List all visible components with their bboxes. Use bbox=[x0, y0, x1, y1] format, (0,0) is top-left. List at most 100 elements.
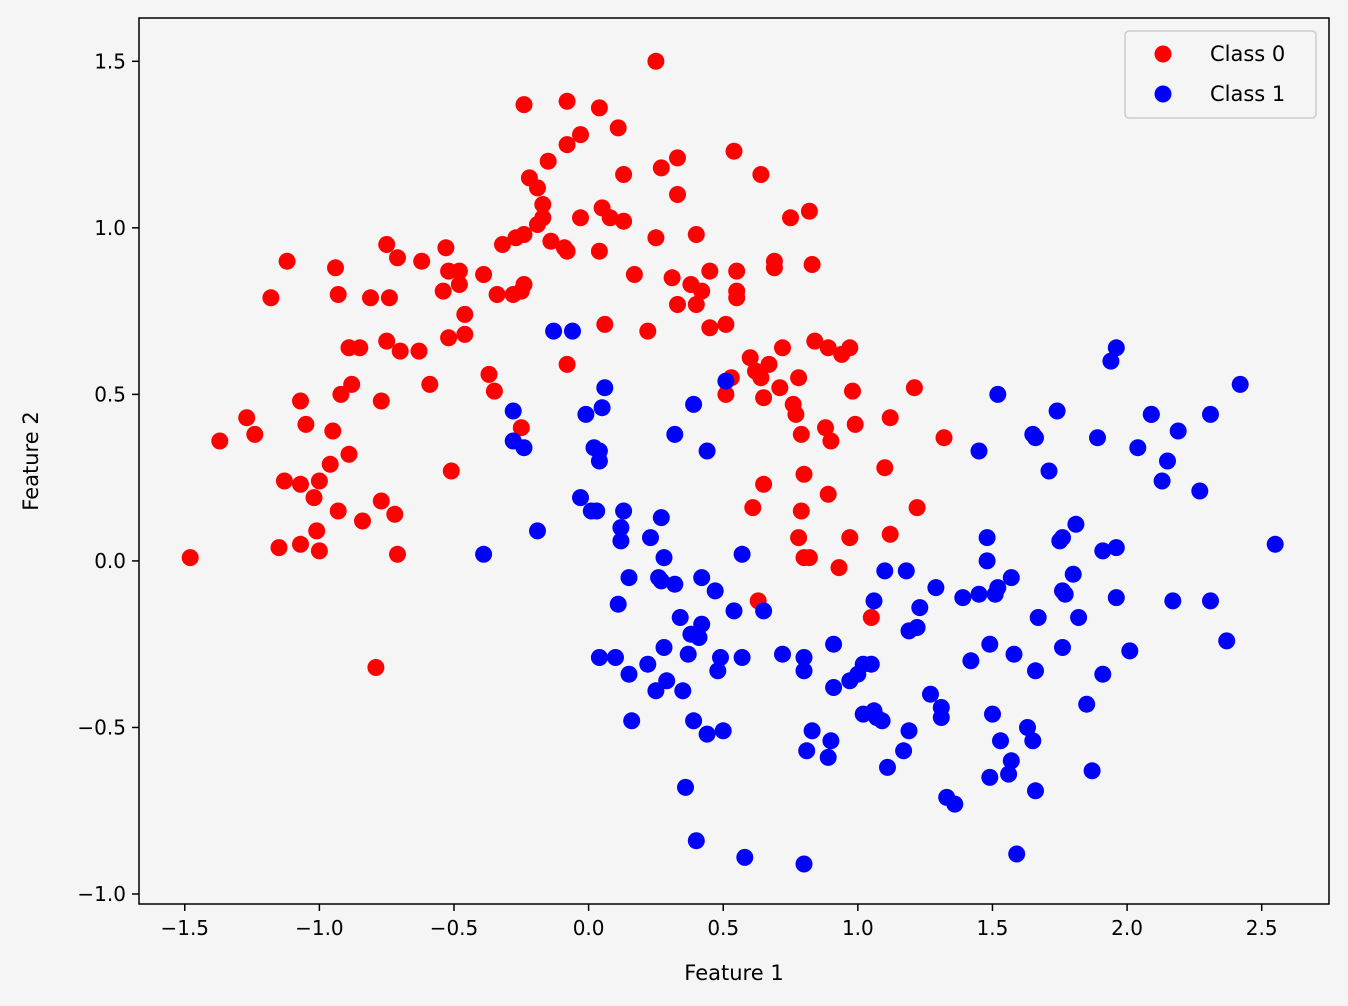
point-class-1-1 bbox=[504, 402, 522, 420]
point-class-0-2 bbox=[238, 409, 256, 427]
point-class-0-71 bbox=[558, 92, 576, 110]
point-class-1-22 bbox=[620, 569, 638, 587]
point-class-0-12 bbox=[305, 489, 323, 507]
point-class-1-34 bbox=[666, 425, 684, 443]
point-class-1-79 bbox=[879, 758, 896, 776]
point-class-1-7 bbox=[572, 489, 589, 507]
point-class-0-134 bbox=[819, 485, 837, 503]
point-class-0-136 bbox=[830, 559, 848, 577]
point-class-0-147 bbox=[908, 499, 926, 517]
point-class-0-40 bbox=[421, 375, 439, 393]
point-class-0-128 bbox=[800, 202, 818, 220]
point-class-0-51 bbox=[480, 365, 498, 383]
point-class-0-27 bbox=[362, 289, 379, 307]
point-class-1-65 bbox=[819, 748, 837, 766]
point-class-1-47 bbox=[698, 725, 716, 743]
point-class-1-18 bbox=[609, 595, 627, 613]
point-class-0-87 bbox=[647, 229, 665, 247]
point-class-0-133 bbox=[819, 339, 837, 357]
point-class-0-138 bbox=[841, 339, 859, 357]
point-class-1-36 bbox=[671, 609, 689, 626]
point-class-1-4 bbox=[529, 522, 546, 540]
point-class-1-85 bbox=[911, 599, 929, 617]
point-class-1-42 bbox=[685, 395, 703, 413]
point-class-0-130 bbox=[803, 256, 821, 273]
point-class-0-85 bbox=[639, 322, 657, 340]
point-class-0-50 bbox=[475, 266, 493, 283]
point-class-1-82 bbox=[900, 722, 918, 740]
point-class-1-25 bbox=[639, 655, 657, 673]
point-class-0-92 bbox=[669, 186, 686, 203]
point-class-0-98 bbox=[701, 262, 719, 280]
point-class-0-67 bbox=[539, 152, 557, 170]
point-class-0-80 bbox=[601, 209, 619, 227]
point-class-0-148 bbox=[935, 429, 953, 447]
point-class-1-38 bbox=[677, 778, 694, 796]
x-tick-label: −1.0 bbox=[295, 916, 344, 940]
point-class-1-20 bbox=[612, 532, 630, 550]
point-class-1-24 bbox=[623, 712, 641, 730]
point-class-1-115 bbox=[1027, 782, 1044, 800]
point-class-0-131 bbox=[806, 332, 824, 350]
legend-label-class-1: Class 1 bbox=[1210, 82, 1285, 106]
point-class-0-20 bbox=[329, 502, 347, 520]
point-class-0-110 bbox=[752, 166, 770, 183]
point-class-1-107 bbox=[1002, 569, 1020, 587]
point-class-1-8 bbox=[577, 405, 595, 423]
point-class-0-29 bbox=[372, 492, 390, 510]
point-class-0-81 bbox=[609, 119, 627, 137]
y-axis: −1.0 −0.5 0.0 0.5 1.0 1.5 bbox=[77, 49, 139, 906]
point-class-0-114 bbox=[760, 355, 778, 373]
x-tick-label: 0.0 bbox=[573, 916, 605, 940]
point-class-1-64 bbox=[803, 722, 821, 740]
point-class-1-63 bbox=[798, 742, 816, 760]
legend-marker-class-0 bbox=[1154, 45, 1172, 63]
point-class-0-31 bbox=[378, 236, 396, 253]
point-class-1-147 bbox=[1218, 632, 1236, 650]
point-class-0-43 bbox=[440, 329, 458, 347]
point-class-0-105 bbox=[728, 282, 746, 300]
point-class-1-141 bbox=[1159, 452, 1176, 470]
point-class-1-94 bbox=[970, 585, 988, 603]
point-class-0-117 bbox=[771, 379, 789, 397]
point-class-0-3 bbox=[246, 425, 264, 443]
point-class-0-99 bbox=[717, 385, 735, 403]
point-class-1-43 bbox=[687, 832, 705, 850]
point-class-1-102 bbox=[989, 579, 1007, 597]
point-class-1-31 bbox=[655, 549, 673, 567]
data-points bbox=[181, 52, 1284, 873]
point-class-1-109 bbox=[1008, 845, 1026, 863]
point-class-0-54 bbox=[494, 236, 511, 253]
point-class-0-25 bbox=[351, 339, 369, 357]
x-tick-label: −0.5 bbox=[430, 916, 479, 940]
y-tick-label: 1.5 bbox=[94, 49, 126, 73]
point-class-1-62 bbox=[795, 649, 813, 666]
point-class-0-102 bbox=[725, 142, 743, 160]
point-class-0-83 bbox=[615, 166, 633, 183]
point-class-0-26 bbox=[354, 512, 371, 530]
point-class-1-91 bbox=[946, 795, 964, 813]
point-class-0-19 bbox=[329, 286, 347, 303]
point-class-0-65 bbox=[534, 196, 552, 213]
point-class-0-8 bbox=[292, 392, 309, 410]
point-class-1-60 bbox=[795, 855, 813, 873]
x-axis: −1.5 −1.0 −0.5 0.0 0.5 1.0 1.5 2.0 2.5 bbox=[160, 904, 1278, 940]
point-class-1-29 bbox=[652, 509, 670, 527]
point-class-0-143 bbox=[876, 459, 894, 477]
point-class-0-61 bbox=[515, 96, 533, 114]
point-class-1-16 bbox=[596, 379, 614, 397]
point-class-0-42 bbox=[437, 239, 455, 257]
point-class-1-48 bbox=[698, 442, 716, 460]
point-class-1-89 bbox=[932, 709, 950, 726]
point-class-0-97 bbox=[701, 319, 719, 337]
point-class-1-123 bbox=[1056, 585, 1074, 603]
point-class-1-143 bbox=[1169, 422, 1187, 440]
point-class-1-145 bbox=[1202, 405, 1219, 423]
point-class-1-23 bbox=[620, 665, 638, 683]
point-class-1-13 bbox=[590, 452, 608, 470]
point-class-1-106 bbox=[1002, 752, 1020, 770]
point-class-1-11 bbox=[588, 502, 606, 520]
y-tick-label: 1.0 bbox=[94, 216, 126, 240]
point-class-0-112 bbox=[755, 389, 773, 407]
point-class-1-37 bbox=[674, 682, 692, 700]
